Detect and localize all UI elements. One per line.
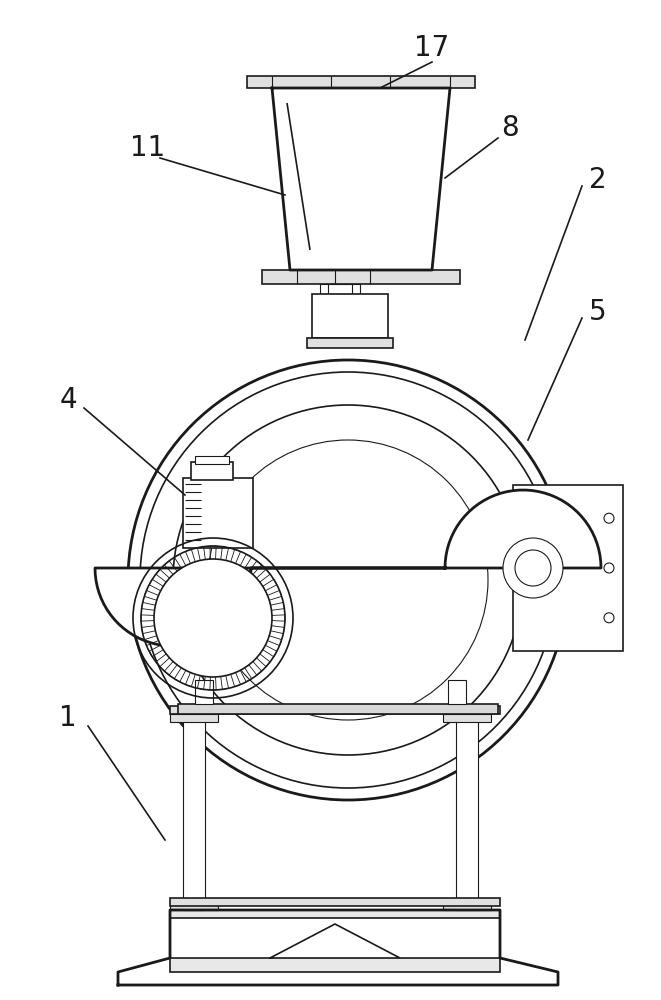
- Circle shape: [604, 563, 614, 573]
- Polygon shape: [95, 490, 601, 646]
- Polygon shape: [118, 910, 558, 985]
- Bar: [443, 902, 491, 910]
- Polygon shape: [272, 88, 450, 270]
- Circle shape: [604, 613, 614, 623]
- Bar: [195, 456, 229, 464]
- Bar: [443, 714, 491, 722]
- Bar: [183, 478, 253, 548]
- Text: 17: 17: [414, 34, 449, 62]
- Text: 11: 11: [130, 134, 166, 162]
- Circle shape: [183, 588, 243, 648]
- Text: 2: 2: [589, 166, 607, 194]
- Bar: [170, 910, 500, 918]
- Bar: [170, 958, 500, 972]
- Bar: [448, 680, 466, 704]
- Bar: [178, 704, 498, 714]
- Bar: [456, 714, 478, 910]
- Bar: [513, 485, 623, 651]
- Bar: [170, 714, 218, 722]
- Circle shape: [503, 538, 563, 598]
- Bar: [170, 902, 218, 910]
- Circle shape: [154, 559, 272, 677]
- Text: 1: 1: [59, 704, 77, 732]
- Text: 5: 5: [589, 298, 607, 326]
- Circle shape: [128, 360, 568, 800]
- Bar: [262, 270, 460, 284]
- Polygon shape: [270, 924, 400, 958]
- Bar: [191, 462, 233, 480]
- Bar: [183, 714, 205, 910]
- Bar: [320, 284, 360, 294]
- Text: 8: 8: [501, 114, 519, 142]
- Bar: [195, 680, 213, 704]
- Bar: [170, 706, 500, 714]
- Bar: [307, 338, 393, 348]
- Bar: [247, 76, 475, 88]
- Circle shape: [604, 513, 614, 523]
- Bar: [170, 898, 500, 906]
- Circle shape: [158, 563, 268, 673]
- Bar: [312, 294, 388, 338]
- Text: 4: 4: [59, 386, 77, 414]
- Circle shape: [515, 550, 551, 586]
